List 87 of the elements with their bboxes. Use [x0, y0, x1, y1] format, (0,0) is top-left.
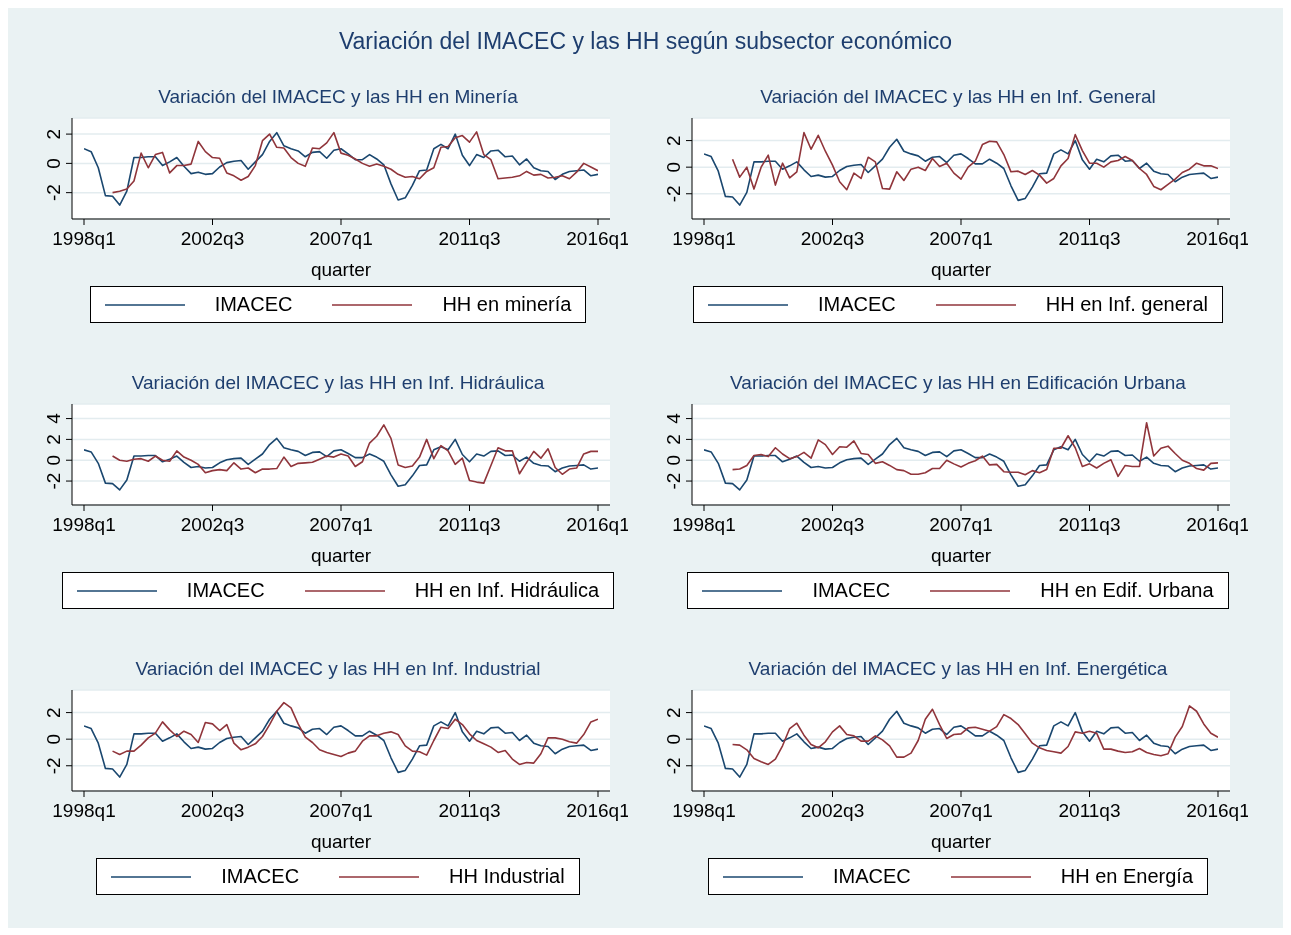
line-series	[111, 701, 598, 766]
line-series	[84, 437, 598, 491]
y-tick-label: 2	[663, 135, 684, 146]
x-tick-label: 2007q1	[309, 228, 373, 249]
x-axis-title: quarter	[310, 545, 372, 566]
legend-label: HH en Energía	[1060, 865, 1194, 888]
legend-label: HH en Inf. Hidráulica	[414, 579, 600, 602]
line-series	[111, 131, 598, 194]
chart-title: Variación del IMACEC y las HH en Inf. General	[759, 86, 1157, 109]
legend-label: HH Industrial	[449, 865, 565, 888]
chart-title: Variación del IMACEC y las HH en Inf. Industrial	[134, 658, 542, 681]
legend-label: HH en Inf. general	[1045, 293, 1209, 316]
legend-label: IMACEC	[214, 293, 293, 316]
y-tick-label: -2	[43, 184, 64, 202]
legend-label: HH en Edif. Urbana	[1040, 579, 1214, 602]
y-tick-label: -2	[43, 757, 64, 775]
x-tick-label: 2002q3	[180, 228, 245, 249]
y-tick-label: 0	[663, 733, 684, 745]
y-tick-label: 4	[43, 412, 64, 424]
x-tick-label: 2002q3	[180, 514, 245, 535]
line-series	[704, 138, 1218, 206]
x-tick-label: 2011q3	[438, 514, 501, 535]
x-axis-title: quarter	[310, 259, 372, 280]
x-tick-label: 1998q1	[52, 800, 116, 821]
y-tick-label: 0	[43, 454, 64, 466]
y-tick-label: 2	[43, 707, 64, 718]
line-series	[84, 131, 598, 206]
x-axis-title: quarter	[930, 259, 992, 280]
legend-label: IMACEC	[221, 865, 300, 888]
x-tick-label: 2007q1	[929, 800, 993, 821]
y-tick-label: -2	[663, 472, 684, 490]
legend-label: IMACEC	[832, 865, 911, 888]
line-series	[704, 710, 1218, 778]
x-tick-label: 1998q1	[52, 228, 116, 249]
line-series	[731, 705, 1218, 766]
y-tick-label: 4	[663, 412, 684, 424]
y-tick-label: 0	[43, 158, 64, 169]
x-tick-label: 2011q3	[438, 800, 501, 821]
y-tick-label: 2	[43, 434, 64, 445]
x-tick-label: 2002q3	[800, 514, 865, 535]
text: Variación del IMACEC y las HH según subsector económico	[337, 28, 954, 55]
y-tick-label: 0	[663, 454, 684, 466]
x-tick-label: 1998q1	[672, 800, 736, 821]
x-tick-label: 2011q3	[1058, 228, 1121, 249]
x-axis-title: quarter	[310, 831, 372, 852]
chart-title: Variación del IMACEC y las HH en Edificación Urbana	[729, 372, 1187, 395]
x-tick-label: 2016q1	[1186, 228, 1250, 249]
x-tick-label: 2002q3	[180, 800, 245, 821]
x-tick-label: 2016q1	[1186, 800, 1250, 821]
line-series	[731, 421, 1218, 478]
line-series	[731, 131, 1218, 191]
x-axis-title: quarter	[930, 831, 992, 852]
x-tick-label: 2016q1	[566, 228, 630, 249]
line-series	[84, 710, 598, 778]
x-tick-label: 1998q1	[672, 228, 736, 249]
x-tick-label: 2007q1	[309, 514, 373, 535]
chart-title: Variación del IMACEC y las HH en Minería	[157, 86, 519, 109]
y-tick-label: 2	[663, 434, 684, 445]
x-tick-label: 2007q1	[929, 228, 993, 249]
x-tick-label: 2002q3	[800, 228, 865, 249]
line-series	[111, 424, 598, 484]
x-tick-label: 2011q3	[438, 228, 501, 249]
y-tick-label: 2	[663, 707, 684, 718]
x-tick-label: 2011q3	[1058, 800, 1121, 821]
chart-title: Variación del IMACEC y las HH en Inf. Energética	[747, 658, 1169, 681]
y-tick-label: 0	[43, 733, 64, 745]
x-tick-label: 2007q1	[309, 800, 373, 821]
legend-label: IMACEC	[812, 579, 891, 602]
x-tick-label: 2016q1	[566, 514, 630, 535]
x-tick-label: 1998q1	[672, 514, 736, 535]
x-tick-label: 2002q3	[800, 800, 865, 821]
legend-label: IMACEC	[817, 293, 896, 316]
x-tick-label: 1998q1	[52, 514, 116, 535]
line-series	[704, 437, 1218, 491]
x-tick-label: 2007q1	[929, 514, 993, 535]
y-tick-label: 0	[663, 161, 684, 173]
chart-title: Variación del IMACEC y las HH en Inf. Hidráulica	[130, 372, 546, 395]
x-axis-title: quarter	[930, 545, 992, 566]
x-tick-label: 2011q3	[1058, 514, 1121, 535]
y-tick-label: -2	[663, 185, 684, 203]
y-tick-label: 2	[43, 128, 64, 140]
y-tick-label: -2	[43, 472, 64, 490]
y-tick-label: -2	[663, 757, 684, 775]
legend-label: IMACEC	[186, 579, 265, 602]
x-tick-label: 2016q1	[1186, 514, 1250, 535]
x-tick-label: 2016q1	[566, 800, 630, 821]
legend-label: HH en minería	[442, 293, 572, 316]
